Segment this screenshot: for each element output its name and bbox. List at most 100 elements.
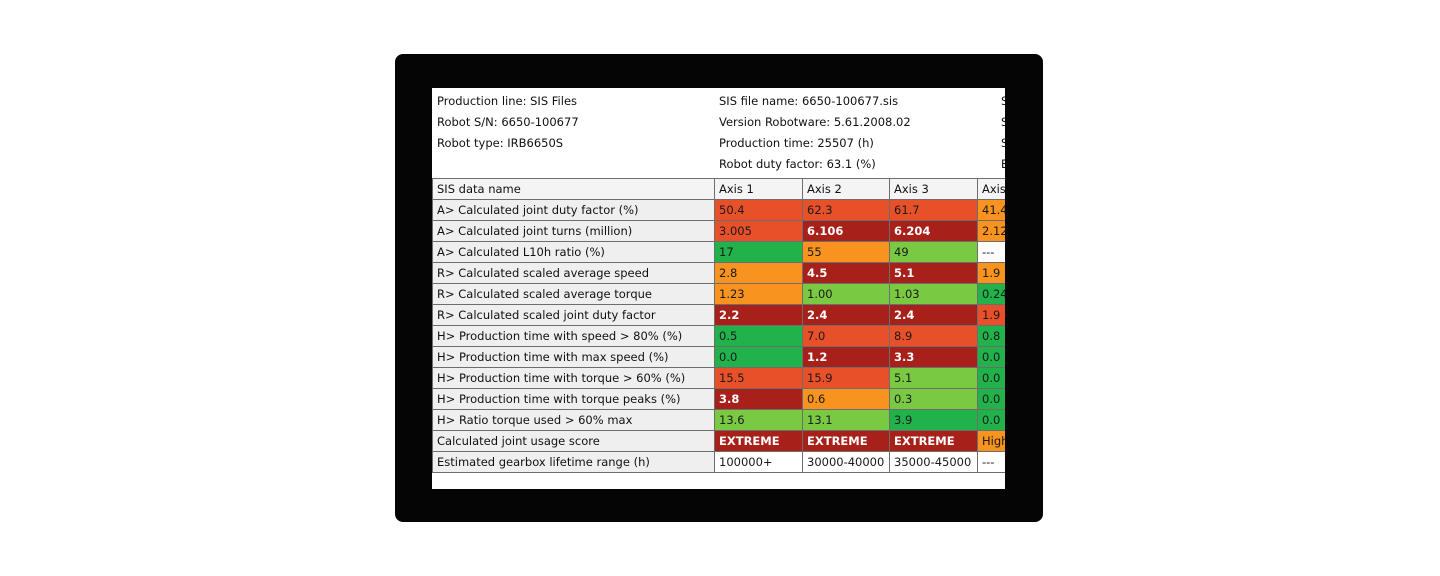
axis-value-cell: 0.3	[889, 388, 978, 410]
axis-value-cell: 61.7	[889, 199, 978, 221]
axis-value-cell: 0.6	[802, 388, 890, 410]
axis-value-cell: 35000-45000	[889, 451, 978, 473]
axis-value-cell: 55	[802, 241, 890, 263]
axis-value-cell: 1.2	[802, 346, 890, 368]
axis-value-cell: 2.12	[977, 220, 1005, 242]
column-header-name: SIS data name	[432, 178, 715, 200]
axis-value-cell: 1.23	[714, 283, 803, 305]
table-row: Calculated joint usage score EXTREME EXTRE…	[432, 430, 1005, 452]
axis-value-cell: 1.03	[889, 283, 978, 305]
row-label: R> Calculated scaled average speed	[432, 262, 715, 284]
axis-value-cell: 0.0	[977, 409, 1005, 431]
axis-value-cell: 3.8	[714, 388, 803, 410]
axis-value-cell: 15.9	[802, 367, 890, 389]
axis-value-cell: High	[977, 430, 1005, 452]
production-time-label: Production time: 25507 (h)	[719, 136, 874, 150]
robotware-version-label: Version Robotware: 5.61.2008.02	[719, 115, 911, 129]
axis-value-cell: 5.1	[889, 262, 978, 284]
table-row: A> Calculated L10h ratio (%) 17 55 49 ---	[432, 241, 1005, 263]
axis-value-cell: 1.9	[977, 304, 1005, 326]
axis-value-cell: EXTREME	[802, 430, 890, 452]
table-row: A> Calculated joint duty factor (%) 50.4 6…	[432, 199, 1005, 221]
axis-value-cell: 100000+	[714, 451, 803, 473]
column-header-axis: Axis 1	[714, 178, 803, 200]
axis-value-cell: EXTREME	[714, 430, 803, 452]
axis-value-cell: EXTREME	[889, 430, 978, 452]
axis-value-cell: 62.3	[802, 199, 890, 221]
axis-value-cell: 2.2	[714, 304, 803, 326]
header-right-item: S	[1001, 94, 1005, 108]
robot-sn-label: Robot S/N: 6650-100677	[437, 115, 579, 129]
axis-value-cell: 15.5	[714, 367, 803, 389]
axis-value-cell: 2.8	[714, 262, 803, 284]
row-label: A> Calculated L10h ratio (%)	[432, 241, 715, 263]
table-header-row: SIS data name Axis 1 Axis 2 Axis 3 Axis	[432, 178, 1005, 200]
row-label: A> Calculated joint duty factor (%)	[432, 199, 715, 221]
row-label: H> Production time with max speed (%)	[432, 346, 715, 368]
sis-report-screen: Production line: SIS Files Robot S/N: 66…	[432, 88, 1005, 489]
header-middle-column: SIS file name: 6650-100677.sis Version R…	[719, 91, 911, 175]
axis-value-cell: 6.106	[802, 220, 890, 242]
axis-value-cell: 6.204	[889, 220, 978, 242]
axis-value-cell: 49	[889, 241, 978, 263]
table-row: H> Ratio torque used > 60% max 13.6 13.1 3.…	[432, 409, 1005, 431]
axis-value-cell: 0.0	[977, 367, 1005, 389]
table-row: R> Calculated scaled average speed 2.8 4.5…	[432, 262, 1005, 284]
row-label: R> Calculated scaled joint duty factor	[432, 304, 715, 326]
axis-value-cell: 17	[714, 241, 803, 263]
report-header: Production line: SIS Files Robot S/N: 66…	[432, 88, 1005, 178]
axis-value-cell: ---	[977, 451, 1005, 473]
header-left-column: Production line: SIS Files Robot S/N: 66…	[437, 91, 579, 154]
row-label: R> Calculated scaled average torque	[432, 283, 715, 305]
axis-value-cell: 8.9	[889, 325, 978, 347]
row-label: H> Production time with speed > 80% (%)	[432, 325, 715, 347]
row-label: Calculated joint usage score	[432, 430, 715, 452]
table-row: H> Production time with speed > 80% (%) 0…	[432, 325, 1005, 347]
row-label: H> Production time with torque peaks (%)	[432, 388, 715, 410]
column-header-axis: Axis 3	[889, 178, 978, 200]
column-header-axis: Axis 2	[802, 178, 890, 200]
row-label: A> Calculated joint turns (million)	[432, 220, 715, 242]
row-label: H> Ratio torque used > 60% max	[432, 409, 715, 431]
axis-value-cell: 41.4	[977, 199, 1005, 221]
axis-value-cell: 1.00	[802, 283, 890, 305]
axis-value-cell: 0.24	[977, 283, 1005, 305]
axis-value-cell: 0.5	[714, 325, 803, 347]
axis-value-cell: 0.0	[977, 388, 1005, 410]
header-right-item: E	[1001, 157, 1005, 171]
table-row: H> Production time with torque peaks (%)…	[432, 388, 1005, 410]
table-row: H> Production time with max speed (%) 0.0…	[432, 346, 1005, 368]
table-row: Estimated gearbox lifetime range (h) 1000…	[432, 451, 1005, 473]
axis-value-cell: 13.6	[714, 409, 803, 431]
table-row: R> Calculated scaled average torque 1.23 1…	[432, 283, 1005, 305]
axis-value-cell: ---	[977, 241, 1005, 263]
column-header-axis: Axis	[977, 178, 1005, 200]
axis-value-cell: 2.4	[802, 304, 890, 326]
axis-value-cell: 0.8	[977, 325, 1005, 347]
axis-value-cell: 3.3	[889, 346, 978, 368]
axis-value-cell: 2.4	[889, 304, 978, 326]
axis-value-cell: 30000-40000	[802, 451, 890, 473]
sis-data-table: SIS data name Axis 1 Axis 2 Axis 3 Axis A> Ca…	[432, 178, 1005, 473]
table-row: R> Calculated scaled joint duty factor 2.…	[432, 304, 1005, 326]
header-right-item: S	[1001, 136, 1005, 150]
axis-value-cell: 1.9	[977, 262, 1005, 284]
axis-value-cell: 0.0	[714, 346, 803, 368]
axis-value-cell: 50.4	[714, 199, 803, 221]
row-label: Estimated gearbox lifetime range (h)	[432, 451, 715, 473]
axis-value-cell: 3.9	[889, 409, 978, 431]
robot-duty-factor-label: Robot duty factor: 63.1 (%)	[719, 157, 876, 171]
axis-value-cell: 3.005	[714, 220, 803, 242]
sis-file-name-label: SIS file name: 6650-100677.sis	[719, 94, 899, 108]
robot-type-label: Robot type: IRB6650S	[437, 136, 564, 150]
axis-value-cell: 4.5	[802, 262, 890, 284]
row-label: H> Production time with torque > 60% (%)	[432, 367, 715, 389]
header-right-item: S	[1001, 115, 1005, 129]
header-right-column-clipped: S S S E	[1001, 91, 1005, 175]
axis-value-cell: 7.0	[802, 325, 890, 347]
axis-value-cell: 5.1	[889, 367, 978, 389]
production-line-label: Production line: SIS Files	[437, 94, 578, 108]
table-row: A> Calculated joint turns (million) 3.005…	[432, 220, 1005, 242]
axis-value-cell: 13.1	[802, 409, 890, 431]
axis-value-cell: 0.0	[977, 346, 1005, 368]
